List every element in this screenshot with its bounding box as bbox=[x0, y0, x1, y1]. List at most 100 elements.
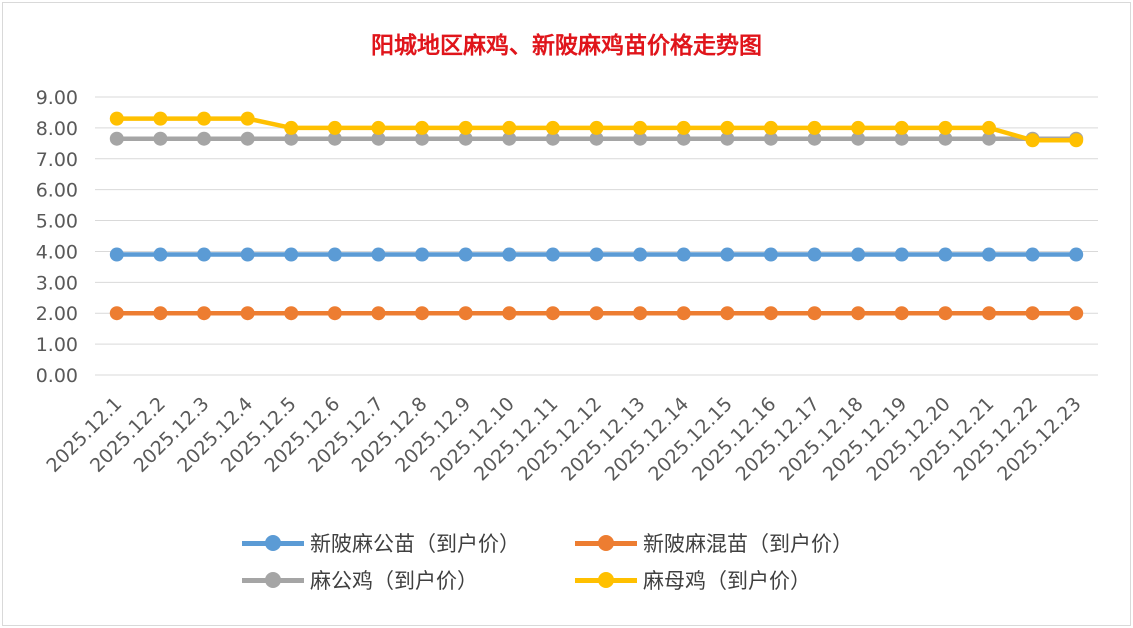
data-point bbox=[676, 131, 691, 146]
legend-label: 新陂麻公苗（到户价） bbox=[310, 532, 520, 556]
data-point bbox=[720, 131, 735, 146]
data-point bbox=[415, 131, 430, 146]
data-point bbox=[1025, 306, 1040, 321]
data-point bbox=[851, 120, 866, 135]
y-tick-label: 4.00 bbox=[36, 241, 78, 263]
series-0 bbox=[109, 247, 1084, 262]
data-point bbox=[589, 306, 604, 321]
data-point bbox=[1025, 247, 1040, 262]
y-axis-ticks: 0.00 1.00 2.00 3.00 4.00 5.00 6.00 7.00 8.00 9.00 bbox=[36, 87, 78, 387]
data-point bbox=[327, 120, 342, 135]
legend-item-male-chick: 新陂麻公苗（到户价） bbox=[240, 526, 520, 560]
data-point bbox=[240, 131, 255, 146]
y-tick-label: 9.00 bbox=[36, 87, 78, 109]
data-point bbox=[371, 247, 386, 262]
y-tick-label: 6.00 bbox=[36, 180, 78, 202]
data-point bbox=[1025, 133, 1040, 148]
data-point bbox=[545, 306, 560, 321]
legend-label: 新陂麻混苗（到户价） bbox=[643, 532, 853, 556]
series-2 bbox=[109, 131, 1084, 146]
data-point bbox=[807, 306, 822, 321]
legend-swatch-male-chick bbox=[240, 526, 306, 560]
data-point bbox=[284, 247, 299, 262]
data-point bbox=[545, 247, 560, 262]
data-point bbox=[763, 131, 778, 146]
data-point bbox=[589, 131, 604, 146]
data-point bbox=[807, 247, 822, 262]
data-point bbox=[938, 120, 953, 135]
data-point bbox=[763, 120, 778, 135]
series-layer bbox=[109, 111, 1084, 321]
data-point bbox=[807, 131, 822, 146]
data-point bbox=[153, 247, 168, 262]
y-tick-label: 5.00 bbox=[36, 211, 78, 233]
data-point bbox=[981, 306, 996, 321]
data-point bbox=[894, 306, 909, 321]
x-axis-ticks: 2025.12.12025.12.22025.12.32025.12.42025… bbox=[42, 393, 1085, 485]
data-point bbox=[851, 131, 866, 146]
data-point bbox=[458, 120, 473, 135]
legend-swatch-hen bbox=[573, 563, 639, 597]
data-point bbox=[197, 247, 212, 262]
y-tick-label: 7.00 bbox=[36, 149, 78, 171]
data-point bbox=[981, 131, 996, 146]
data-point bbox=[284, 306, 299, 321]
data-point bbox=[981, 120, 996, 135]
data-point bbox=[458, 131, 473, 146]
data-point bbox=[240, 247, 255, 262]
data-point bbox=[1069, 306, 1084, 321]
y-tick-label: 2.00 bbox=[36, 303, 78, 325]
data-point bbox=[502, 131, 517, 146]
data-point bbox=[1069, 133, 1084, 148]
data-point bbox=[327, 306, 342, 321]
chart-title: 阳城地区麻鸡、新陂麻鸡苗价格走势图 bbox=[371, 32, 762, 59]
data-point bbox=[545, 120, 560, 135]
data-point bbox=[676, 306, 691, 321]
data-point bbox=[1069, 247, 1084, 262]
legend-item-rooster: 麻公鸡（到户价） bbox=[240, 563, 478, 597]
data-point bbox=[676, 247, 691, 262]
y-tick-label: 3.00 bbox=[36, 272, 78, 294]
data-point bbox=[763, 247, 778, 262]
data-point bbox=[284, 131, 299, 146]
data-point bbox=[109, 306, 124, 321]
data-point bbox=[633, 247, 648, 262]
series-3 bbox=[109, 111, 1084, 148]
data-point bbox=[502, 306, 517, 321]
data-point bbox=[371, 120, 386, 135]
data-point bbox=[240, 111, 255, 126]
data-point bbox=[109, 111, 124, 126]
data-point bbox=[851, 306, 866, 321]
data-point bbox=[938, 131, 953, 146]
data-point bbox=[109, 247, 124, 262]
data-point bbox=[458, 306, 473, 321]
data-point bbox=[153, 131, 168, 146]
legend-item-mixed-chick: 新陂麻混苗（到户价） bbox=[573, 526, 853, 560]
data-point bbox=[284, 120, 299, 135]
y-tick-label: 1.00 bbox=[36, 334, 78, 356]
data-point bbox=[720, 247, 735, 262]
data-point bbox=[720, 120, 735, 135]
data-point bbox=[938, 306, 953, 321]
data-point bbox=[153, 306, 168, 321]
data-point bbox=[415, 247, 430, 262]
data-point bbox=[807, 120, 822, 135]
data-point bbox=[153, 111, 168, 126]
data-point bbox=[415, 306, 430, 321]
series-1 bbox=[109, 306, 1084, 321]
data-point bbox=[938, 247, 953, 262]
data-point bbox=[763, 306, 778, 321]
y-tick-label: 8.00 bbox=[36, 118, 78, 140]
data-point bbox=[197, 306, 212, 321]
data-point bbox=[894, 247, 909, 262]
data-point bbox=[633, 120, 648, 135]
data-point bbox=[371, 306, 386, 321]
data-point bbox=[981, 247, 996, 262]
data-point bbox=[458, 247, 473, 262]
data-point bbox=[589, 120, 604, 135]
data-point bbox=[197, 131, 212, 146]
data-point bbox=[894, 131, 909, 146]
data-point bbox=[633, 306, 648, 321]
data-point bbox=[327, 247, 342, 262]
data-point bbox=[894, 120, 909, 135]
